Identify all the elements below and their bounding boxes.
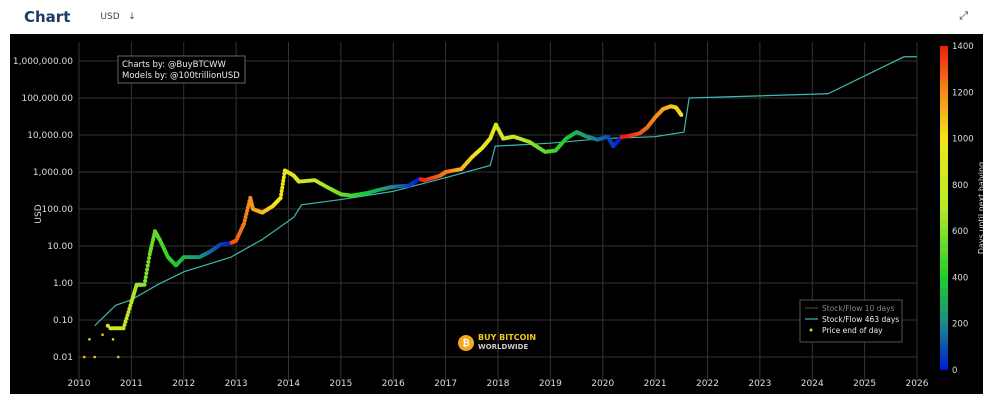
legend-entry: Price end of day bbox=[822, 326, 883, 335]
x-tick-label: 2010 bbox=[68, 379, 91, 389]
price-point bbox=[241, 221, 246, 226]
colorbar-tick-label: 200 bbox=[952, 320, 968, 330]
y-tick-label: 10.00 bbox=[47, 242, 73, 252]
colorbar-tick-label: 0 bbox=[952, 366, 957, 376]
legend-box bbox=[799, 299, 903, 343]
legend-entry: Stock/Flow 10 days bbox=[822, 304, 895, 313]
y-tick-label: 100,000.00 bbox=[21, 94, 73, 104]
colorbar-tick-label: 600 bbox=[952, 227, 968, 237]
price-point bbox=[143, 275, 148, 280]
stock-flow-463-line bbox=[94, 56, 917, 327]
annotation-text: Models by: @100trillionUSD bbox=[122, 71, 240, 81]
x-tick-label: 2023 bbox=[748, 379, 771, 389]
page-title: Chart bbox=[24, 8, 71, 26]
price-point bbox=[242, 218, 247, 223]
price-point bbox=[281, 178, 286, 183]
price-point bbox=[145, 267, 150, 272]
price-point bbox=[128, 303, 133, 308]
x-tick-label: 2013 bbox=[225, 379, 248, 389]
price-point bbox=[143, 278, 148, 283]
price-point bbox=[245, 205, 250, 210]
price-point bbox=[82, 355, 86, 359]
price-point bbox=[111, 338, 115, 341]
annotation-box bbox=[117, 55, 246, 84]
expand-icon[interactable]: ⤢ bbox=[959, 9, 968, 22]
price-point bbox=[278, 195, 283, 200]
logo-text: BUY BITCOIN bbox=[478, 333, 536, 342]
price-point bbox=[281, 175, 286, 180]
price-point bbox=[279, 192, 284, 197]
y-tick-label: 1.00 bbox=[53, 279, 73, 289]
x-tick-label: 2026 bbox=[906, 379, 929, 389]
price-point bbox=[121, 326, 126, 331]
price-point bbox=[101, 333, 104, 337]
price-point bbox=[146, 259, 151, 264]
price-point bbox=[147, 256, 152, 261]
price-point bbox=[245, 208, 250, 213]
price-point bbox=[127, 306, 132, 311]
x-tick-label: 2014 bbox=[277, 379, 300, 389]
y-tick-label: 10,000.00 bbox=[27, 131, 73, 141]
currency-selector[interactable]: USD ↓ bbox=[100, 12, 135, 22]
y-tick-label: 0.10 bbox=[53, 316, 73, 326]
chart-svg: 0.01 0.10 1.00 10.00 100.00 1,000.00 10,000.00… bbox=[13, 42, 986, 389]
price-point bbox=[124, 316, 129, 321]
legend-swatch bbox=[809, 328, 813, 332]
y-axis-label: USD bbox=[34, 204, 44, 223]
price-point bbox=[145, 263, 150, 268]
colorbar bbox=[940, 46, 948, 370]
x-tick-label: 2025 bbox=[853, 379, 876, 389]
x-tick-label: 2022 bbox=[696, 379, 719, 389]
price-point bbox=[116, 355, 120, 359]
x-tick-label: 2024 bbox=[801, 379, 824, 389]
price-point bbox=[142, 282, 147, 287]
price-point bbox=[280, 182, 285, 187]
y-tick-label: 1,000,000.00 bbox=[13, 57, 73, 67]
price-point bbox=[243, 215, 248, 220]
colorbar-tick-label: 400 bbox=[952, 273, 968, 283]
y-tick-label: 0.01 bbox=[53, 353, 73, 363]
colorbar-tick-label: 1000 bbox=[952, 135, 974, 145]
price-point bbox=[123, 319, 128, 324]
price-point bbox=[280, 185, 285, 190]
colorbar-tick-label: 800 bbox=[952, 181, 968, 191]
x-tick-label: 2018 bbox=[487, 379, 510, 389]
price-point bbox=[279, 189, 284, 194]
price-point bbox=[93, 355, 97, 359]
colorbar-tick-label: 1400 bbox=[952, 42, 974, 52]
y-tick-label: 100.00 bbox=[42, 205, 74, 215]
x-tick-label: 2015 bbox=[329, 379, 352, 389]
logo-glyph: ₿ bbox=[462, 338, 469, 349]
logo-text: WORLDWIDE bbox=[478, 343, 528, 351]
price-point bbox=[88, 338, 91, 341]
y-tick-label: 1,000.00 bbox=[33, 168, 73, 178]
price-point bbox=[244, 212, 249, 217]
currency-label: USD bbox=[100, 12, 120, 22]
price-point bbox=[126, 310, 131, 315]
x-tick-label: 2012 bbox=[172, 379, 195, 389]
chart-area: 0.01 0.10 1.00 10.00 100.00 1,000.00 10,000.00… bbox=[10, 34, 986, 394]
annotation-text: Charts by: @BuyBTCWW bbox=[122, 60, 226, 70]
price-point bbox=[679, 112, 684, 117]
x-tick-label: 2021 bbox=[644, 379, 667, 389]
x-tick-label: 2020 bbox=[591, 379, 614, 389]
x-tick-label: 2016 bbox=[382, 379, 405, 389]
colorbar-label: Days until next halving bbox=[977, 162, 983, 254]
colorbar-tick-label: 1200 bbox=[952, 88, 974, 98]
price-point bbox=[125, 313, 130, 318]
logo-icon bbox=[458, 335, 474, 351]
price-point bbox=[122, 322, 127, 327]
x-tick-label: 2017 bbox=[434, 379, 457, 389]
legend-entry: Stock/Flow 463 days bbox=[822, 315, 899, 324]
price-point bbox=[105, 323, 110, 328]
arrow-down-icon: ↓ bbox=[128, 12, 136, 22]
price-point bbox=[144, 271, 149, 276]
x-tick-label: 2011 bbox=[120, 379, 143, 389]
x-tick-label: 2019 bbox=[539, 379, 562, 389]
